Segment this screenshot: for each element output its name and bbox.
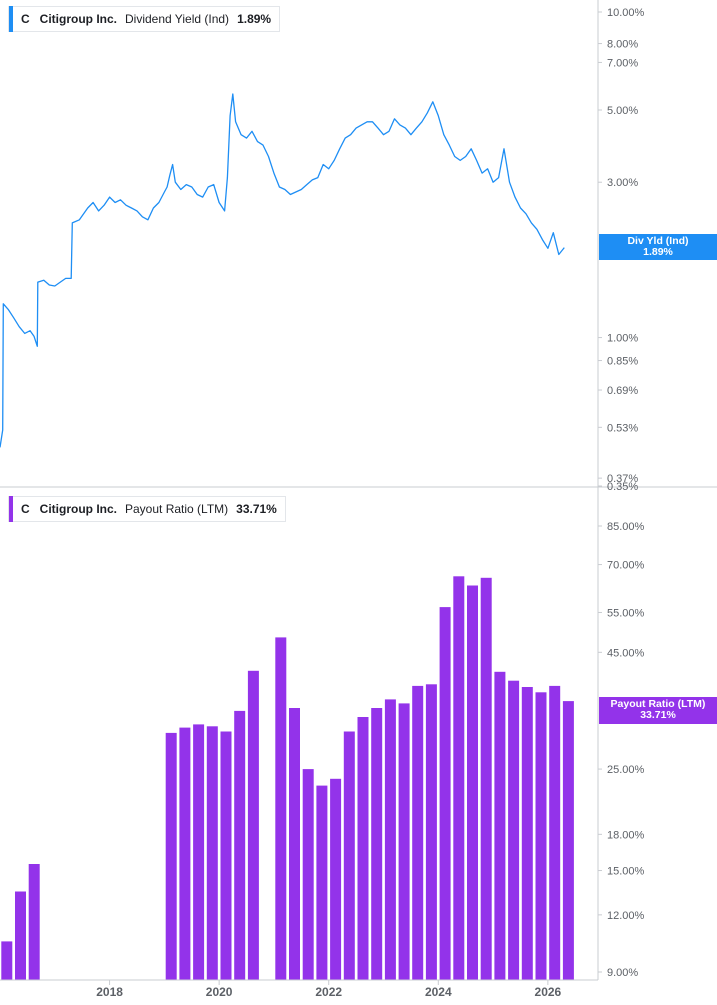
payout-bar: [535, 692, 547, 980]
payout-bar: [453, 576, 465, 980]
payout-bar: [1, 941, 13, 980]
payout-bar: [494, 671, 506, 980]
badge-value: 1.89%: [643, 246, 673, 258]
y-tick-label: 0.35%: [607, 481, 638, 493]
legend-metric: Payout Ratio (LTM): [125, 502, 229, 516]
y-tick-label: 25.00%: [607, 764, 645, 776]
payout-bar: [384, 699, 396, 980]
payout-bar: [467, 585, 478, 980]
x-tick-label: 2022: [315, 985, 342, 999]
legend-metric: Dividend Yield (Ind): [125, 12, 230, 26]
payout-bar: [508, 680, 520, 980]
legend-dividend-yield[interactable]: C Citigroup Inc. Dividend Yield (Ind) 1.…: [8, 6, 281, 32]
y-tick-label: 12.00%: [607, 910, 645, 922]
legend-value: 33.71%: [236, 502, 277, 516]
y-tick-label: 0.69%: [607, 385, 638, 397]
legend-company: Citigroup Inc.: [39, 12, 117, 26]
y-tick-label: 10.00%: [607, 7, 645, 19]
dividend-yield-line: [0, 93, 565, 448]
y-tick-label: 0.53%: [607, 422, 638, 434]
dividend-yield-badge: Div Yld (Ind) 1.89%: [599, 234, 717, 260]
dividend-yield-panel: [0, 93, 565, 448]
y-tick-label: 0.37%: [607, 473, 638, 485]
payout-bar: [521, 687, 533, 980]
payout-bar: [480, 577, 492, 980]
payout-bar: [412, 685, 424, 980]
legend-swatch-purple: [9, 496, 13, 522]
y-tick-label: 18.00%: [607, 829, 645, 841]
payout-bar: [275, 637, 287, 980]
y-tick-label: 70.00%: [607, 560, 645, 572]
payout-bar: [28, 864, 40, 980]
y-tick-label: 45.00%: [607, 647, 645, 659]
y-tick-label: 85.00%: [607, 521, 645, 533]
payout-bar: [289, 708, 300, 980]
payout-bar: [330, 778, 342, 980]
x-tick-label: 2020: [206, 985, 233, 999]
payout-bar: [398, 703, 410, 980]
y-tick-label: 1.00%: [607, 333, 638, 345]
y-tick-label: 5.00%: [607, 105, 638, 117]
payout-bar: [302, 769, 314, 980]
legend-value: 1.89%: [237, 12, 272, 26]
payout-bar: [206, 726, 218, 980]
y-tick-label: 9.00%: [607, 967, 638, 979]
legend-company: Citigroup Inc.: [39, 502, 117, 516]
legend-ticker: C: [21, 12, 30, 26]
payout-bar: [165, 732, 177, 980]
payout-bar: [220, 731, 232, 980]
payout-bar: [439, 607, 451, 980]
payout-bar: [425, 684, 437, 980]
payout-bar: [357, 717, 369, 980]
x-tick-label: 2026: [535, 985, 562, 999]
payout-bar: [15, 891, 26, 980]
badge-value: 33.71%: [640, 709, 676, 721]
badge-label: Payout Ratio (LTM): [610, 698, 706, 710]
legend-ticker: C: [21, 502, 30, 516]
payout-bar: [234, 710, 246, 980]
badge-label: Div Yld (Ind): [627, 235, 689, 247]
y-tick-label: 0.85%: [607, 356, 638, 368]
payout-ratio-badge: Payout Ratio (LTM) 33.71%: [599, 697, 717, 724]
payout-bar: [549, 685, 561, 980]
x-tick-label: 2018: [96, 985, 123, 999]
legend-swatch-blue: [9, 6, 13, 32]
x-tick-label: 2024: [425, 985, 452, 999]
payout-bar: [247, 670, 259, 980]
y-tick-label: 7.00%: [607, 57, 638, 69]
payout-bar: [343, 731, 355, 980]
payout-bar: [371, 708, 383, 980]
y-tick-label: 8.00%: [607, 39, 638, 51]
y-tick-label: 55.00%: [607, 607, 645, 619]
y-tick-label: 3.00%: [607, 177, 638, 189]
y-tick-label: 15.00%: [607, 866, 645, 878]
payout-bar: [193, 724, 205, 980]
payout-ratio-panel: [1, 576, 574, 980]
payout-bar: [562, 701, 574, 980]
payout-bar: [179, 727, 191, 980]
legend-payout-ratio[interactable]: C Citigroup Inc. Payout Ratio (LTM) 33.7…: [8, 496, 286, 522]
payout-bar: [316, 785, 328, 980]
